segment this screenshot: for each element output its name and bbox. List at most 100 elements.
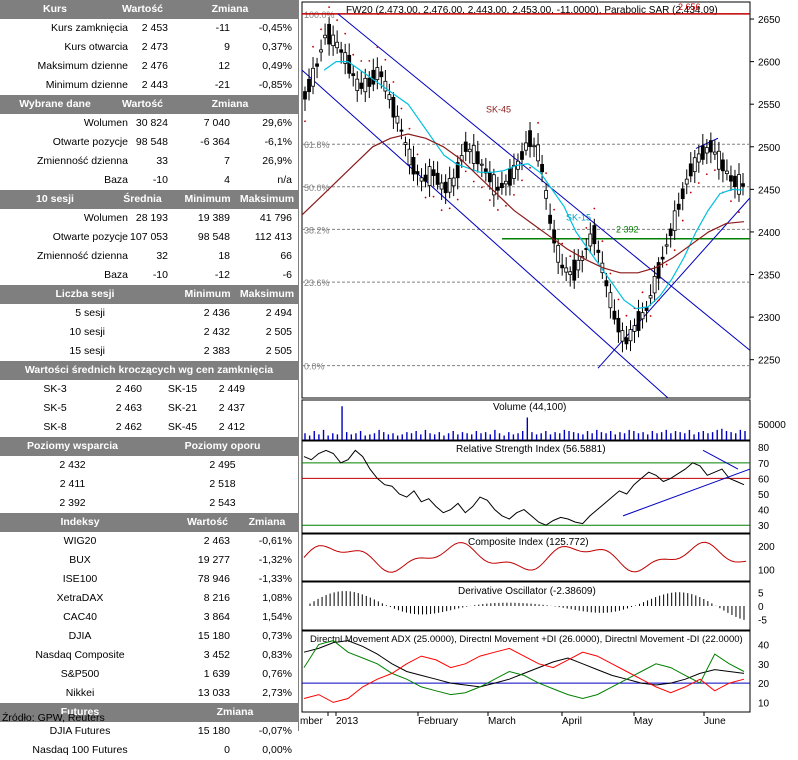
candle-body xyxy=(471,144,476,164)
y-tick-label: -5 xyxy=(758,615,767,626)
candle-body xyxy=(508,168,512,186)
table-row: Baza -10 4 n/a xyxy=(0,171,298,190)
table-row: S&P500 1 639 0,76% xyxy=(0,665,298,684)
y-tick-label: 200 xyxy=(758,542,775,553)
row-value: -10 xyxy=(152,174,168,186)
row-pct: 0,00% xyxy=(262,744,292,756)
candle-body xyxy=(419,177,424,182)
y-tick-label: 0 xyxy=(758,602,764,613)
row-max: 2 494 xyxy=(265,307,292,319)
panel-title: Derivative Oscillator (-2.38609) xyxy=(458,586,596,597)
row-support: 2 411 xyxy=(59,478,86,490)
candle-body xyxy=(624,337,629,345)
candle-body xyxy=(391,96,396,118)
candle-body xyxy=(323,34,327,39)
table-row: Wolumen 30 824 7 040 29,6% xyxy=(0,114,298,133)
table-row: Baza -10 -12 -6 xyxy=(0,266,298,285)
candle-body xyxy=(556,245,561,263)
candle-body xyxy=(371,69,376,85)
sar-dot xyxy=(681,219,684,222)
row-pct: 0,76% xyxy=(262,668,292,680)
candle-body xyxy=(648,295,653,299)
panel-frame xyxy=(301,630,751,713)
candle-body xyxy=(347,54,352,74)
row-label: SK-21 xyxy=(167,402,198,414)
sar-dot xyxy=(730,200,732,203)
candle-body xyxy=(335,41,340,49)
row-support: 2 432 xyxy=(59,459,86,471)
row-value: 30 824 xyxy=(135,117,168,129)
y-tick-label: 2350 xyxy=(758,271,781,282)
candle-body xyxy=(552,229,557,244)
candle-body xyxy=(612,310,617,320)
row-label: SK-15 xyxy=(167,383,198,395)
candle-body xyxy=(455,162,460,179)
row-value: 78 946 xyxy=(197,573,230,585)
table-row: CAC40 3 864 1,54% xyxy=(0,608,298,627)
row-avg: 107 053 xyxy=(130,231,168,243)
candle-body xyxy=(684,178,689,185)
candle-body xyxy=(725,170,729,175)
sar-dot xyxy=(408,127,411,130)
panel-frame xyxy=(301,533,751,582)
sar-dot xyxy=(513,193,515,196)
candle-body xyxy=(544,190,549,199)
futures-header: Futures Zmiana xyxy=(0,703,298,722)
row-max: 66 xyxy=(280,250,292,262)
candle-body xyxy=(620,330,625,342)
row-value: 3 452 xyxy=(203,649,230,661)
candle-body xyxy=(427,166,432,186)
row-label: ISE100 xyxy=(62,573,98,585)
table-header: Maksimum xyxy=(239,193,295,205)
y-tick-label: 5 xyxy=(758,589,764,600)
candle-body xyxy=(499,182,504,189)
table-row: Otwarte pozycje 107 053 98 548 112 413 xyxy=(0,228,298,247)
sar-dot xyxy=(641,291,644,294)
row-pct: 1,54% xyxy=(262,611,292,623)
panel-frame xyxy=(301,1,751,399)
y-tick-label: 30 xyxy=(758,660,770,671)
candle-body xyxy=(712,151,717,155)
sar-dot xyxy=(448,207,451,210)
row-label: SK-45 xyxy=(167,421,198,433)
sar-dot xyxy=(472,180,475,183)
table-header: Wartość xyxy=(121,98,164,110)
table-row: ISE100 78 946 -1,33% xyxy=(0,570,298,589)
y-tick-label: 50 xyxy=(758,490,770,501)
row-value: 2 476 xyxy=(141,60,168,72)
candle-body xyxy=(411,156,416,175)
candle-body xyxy=(721,159,725,172)
row-value: 13 033 xyxy=(197,687,230,699)
row-min: 18 xyxy=(218,250,230,262)
candle-body xyxy=(524,142,528,151)
source-note: Źródło: GPW, Reuters xyxy=(2,712,105,724)
price-annotation: 2 656 xyxy=(678,2,701,12)
row-label: 10 sesji xyxy=(69,326,105,338)
table-header: Minimum xyxy=(184,193,231,205)
sesji10-header: 10 sesji Średnia Minimum Maksimum xyxy=(0,190,298,209)
y-tick-label: 20 xyxy=(758,679,770,690)
row-value: 2 437 xyxy=(218,402,245,414)
y-tick-label: 2450 xyxy=(758,185,781,196)
row-min: 2 432 xyxy=(203,326,230,338)
candle-body xyxy=(363,77,368,93)
candle-body xyxy=(729,175,733,182)
srednie-header: Wartości średnich kroczących wg cen zamk… xyxy=(0,361,298,380)
dmi-series-line xyxy=(303,640,745,700)
x-tick-label: May xyxy=(634,716,653,727)
row-value: 2 449 xyxy=(218,383,245,395)
y-tick-label: 100 xyxy=(758,565,775,576)
row-max: 2 505 xyxy=(265,345,292,357)
row-label: CAC40 xyxy=(63,611,97,623)
row-support: 2 392 xyxy=(59,497,86,509)
row-pct: 2,73% xyxy=(262,687,292,699)
row-label: Baza xyxy=(104,269,128,281)
table-row: 10 sesji 2 432 2 505 xyxy=(0,323,298,342)
sar-dot xyxy=(609,272,612,275)
chart-area: FW20 (2,473.00, 2,476.00, 2,443.00, 2,45… xyxy=(297,0,798,731)
row-pct: -0,45% xyxy=(258,22,292,34)
candle-body xyxy=(616,317,621,333)
channel-lower xyxy=(301,69,669,399)
sar-dot xyxy=(673,249,676,252)
candle-body xyxy=(548,214,553,224)
